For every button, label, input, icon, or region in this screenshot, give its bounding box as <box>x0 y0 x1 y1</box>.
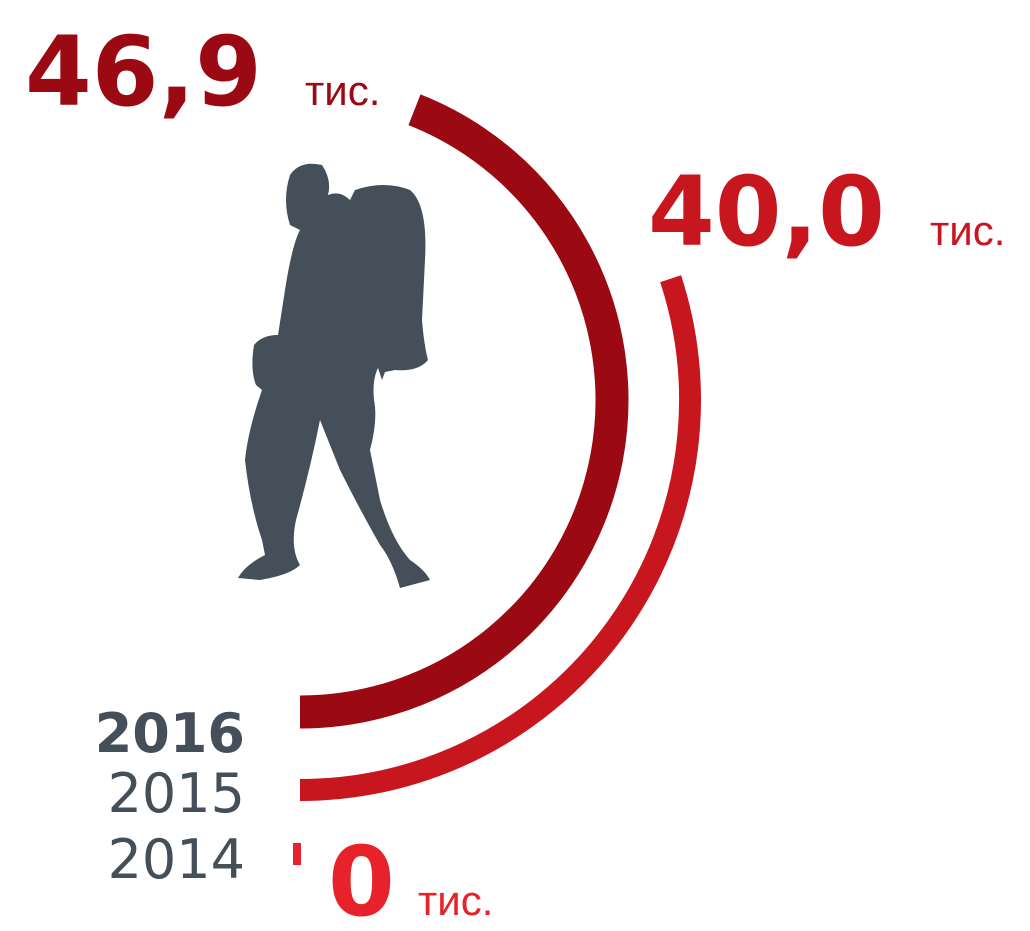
radial-bar <box>293 843 301 865</box>
unit-label: тис. <box>930 207 1005 254</box>
year-label: 2016 <box>95 702 245 765</box>
value-label: 46,9 <box>25 16 262 128</box>
radial-bar <box>299 275 701 801</box>
year-label: 2015 <box>108 762 245 825</box>
hiker-silhouette <box>238 163 430 588</box>
radial-bar <box>299 94 629 729</box>
value-label: 0 <box>328 826 395 931</box>
year-label: 2014 <box>108 828 245 891</box>
unit-label: тис. <box>305 67 380 114</box>
value-label: 40,0 <box>648 156 885 268</box>
unit-label: тис. <box>418 877 493 924</box>
